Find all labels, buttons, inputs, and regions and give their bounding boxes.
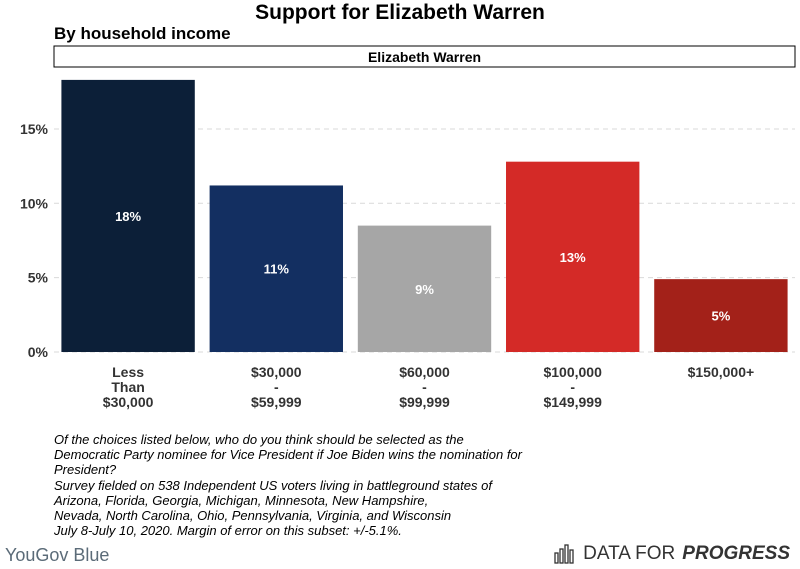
brand-word-1: DATA FOR (583, 543, 676, 564)
note-line: Of the choices listed below, who do you … (54, 432, 464, 447)
panel-strip-label: Elizabeth Warren (368, 49, 481, 65)
note-line: President? (54, 462, 117, 478)
x-tick-label: Than (111, 379, 144, 395)
note-line: Arizona, Florida, Georgia, Michigan, Min… (54, 492, 429, 508)
x-tick-label: $150,000+ (688, 364, 755, 380)
note-line: Survey fielded on 538 Independent US vot… (54, 477, 492, 493)
chart-title: Support for Elizabeth Warren (255, 1, 545, 24)
x-tick-label: $60,000 (399, 364, 450, 380)
bar (209, 185, 343, 352)
x-tick-label: Less (112, 364, 144, 380)
bar-chart: Elizabeth Warren0%5%10%15%18%LessThan$30… (20, 45, 796, 410)
data-label: 5% (712, 309, 731, 324)
note-line: July 8-July 10, 2020. Margin of error on… (54, 523, 402, 539)
chart-subtitle: By household income (54, 24, 231, 43)
survey-note: Of the choices listed below, who do you … (54, 432, 614, 538)
yougov-blue-logo: YouGov Blue (5, 545, 110, 565)
x-tick-label: $59,999 (251, 394, 302, 410)
x-tick-label: - (570, 379, 575, 395)
data-label: 11% (264, 262, 290, 277)
y-tick-label: 15% (20, 121, 49, 137)
bar (506, 161, 640, 352)
y-tick-label: 5% (28, 270, 49, 286)
y-tick-label: 0% (28, 344, 49, 360)
bar (61, 79, 195, 352)
x-tick-label: $100,000 (543, 364, 602, 380)
x-tick-label: - (274, 379, 279, 395)
bar-chart-logo-icon (554, 544, 574, 564)
data-label: 9% (415, 282, 434, 297)
x-tick-label: - (422, 379, 427, 395)
x-tick-label: $30,000 (251, 364, 302, 380)
x-tick-label: $30,000 (103, 394, 154, 410)
data-label: 13% (560, 250, 586, 265)
note-line: Nevada, North Carolina, Ohio, Pennsylvan… (54, 508, 452, 524)
note-line: Democratic Party nominee for Vice Presid… (54, 447, 522, 463)
panel-strip (53, 45, 796, 68)
x-tick-label: $149,999 (543, 394, 602, 410)
brand-word-2: PROGRESS (682, 543, 790, 564)
x-tick-label: $99,999 (399, 394, 450, 410)
y-tick-label: 10% (20, 195, 49, 211)
data-label: 18% (115, 209, 141, 224)
bar (654, 279, 788, 352)
data-for-progress-logo: DATA FOR PROGRESS (554, 543, 790, 565)
bar (357, 225, 492, 352)
